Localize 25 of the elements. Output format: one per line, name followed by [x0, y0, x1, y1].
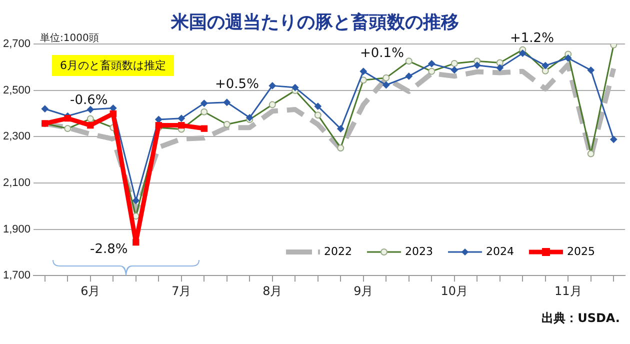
- legend-label: 2024: [486, 245, 514, 258]
- annotation: +0.5%: [215, 77, 259, 92]
- annotation: -0.6%: [70, 93, 108, 108]
- y-tick-label: 2,700: [2, 38, 31, 50]
- y-tick-label: 1,900: [2, 223, 31, 236]
- chart-title: 米国の週当たりの豚と畜頭数の推移: [171, 12, 459, 33]
- x-tick-label: 8月: [262, 284, 282, 298]
- x-tick-label: 6月: [80, 284, 100, 298]
- legend-label: 2023: [405, 245, 433, 258]
- y-tick-label: 2,500: [2, 84, 31, 96]
- x-tick-label: 10月: [440, 284, 468, 298]
- y-axis-title: 単位:1000頭: [40, 32, 99, 45]
- legend-label: 2022: [324, 245, 352, 258]
- y-tick-label: 1,700: [2, 270, 31, 282]
- y-tick-label: 2,100: [2, 176, 31, 189]
- source-note: 出典：USDA.: [542, 310, 620, 327]
- legend-label: 2025: [567, 245, 595, 258]
- x-tick-label: 11月: [554, 284, 582, 298]
- x-tick-label: 9月: [354, 284, 374, 298]
- y-tick-label: 2,300: [2, 130, 31, 143]
- x-tick-label: 7月: [172, 284, 192, 298]
- annotation: -2.8%: [90, 242, 128, 257]
- annotation: +1.2%: [510, 31, 554, 46]
- annotation: +0.1%: [360, 46, 404, 61]
- annotation: 6月のと畜頭数は推定: [52, 55, 174, 76]
